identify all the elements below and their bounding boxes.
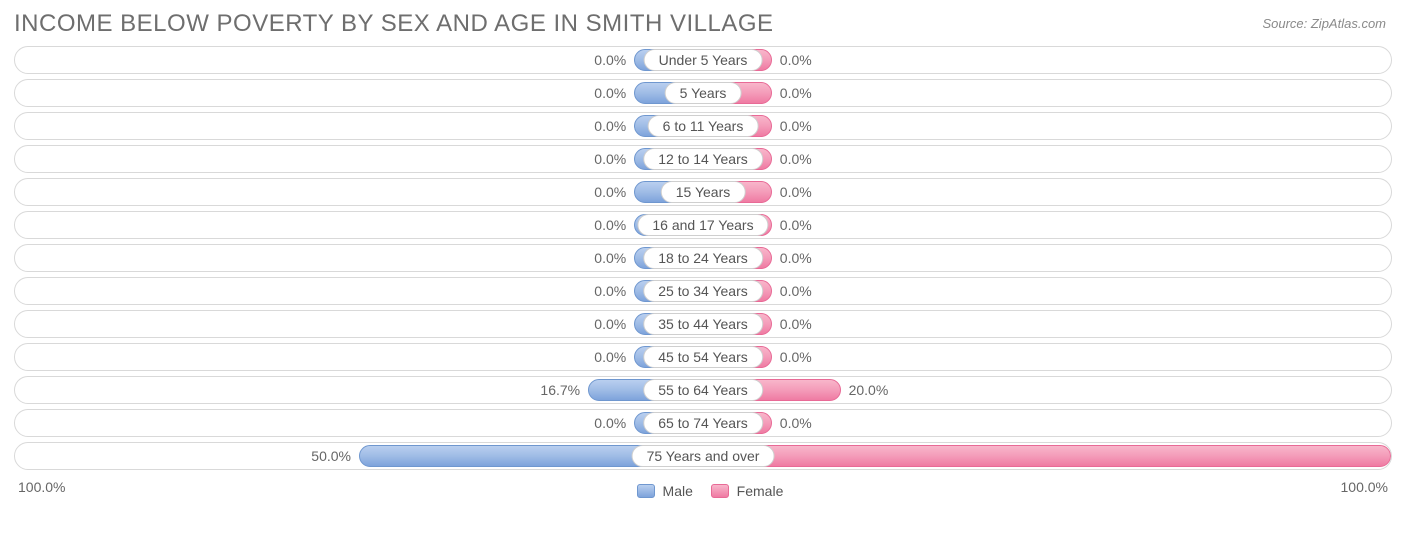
value-label-male: 0.0%: [594, 52, 626, 68]
value-label-female: 0.0%: [780, 283, 812, 299]
category-label: 65 to 74 Years: [643, 412, 763, 434]
chart-container: INCOME BELOW POVERTY BY SEX AND AGE IN S…: [0, 0, 1406, 499]
source-attribution: Source: ZipAtlas.com: [1262, 16, 1386, 31]
value-label-female: 0.0%: [780, 415, 812, 431]
legend-swatch-male: [637, 484, 655, 498]
chart-row: 0.0% 0.0% 45 to 54 Years: [14, 343, 1392, 371]
value-label-female: 0.0%: [780, 217, 812, 233]
value-label-male: 50.0%: [311, 448, 351, 464]
value-label-female: 0.0%: [780, 316, 812, 332]
category-label: 18 to 24 Years: [643, 247, 763, 269]
category-label: 55 to 64 Years: [643, 379, 763, 401]
header: INCOME BELOW POVERTY BY SEX AND AGE IN S…: [0, 0, 1406, 46]
chart-row: 0.0% 0.0% 16 and 17 Years: [14, 211, 1392, 239]
chart-row: 0.0% 0.0% 5 Years: [14, 79, 1392, 107]
category-label: 16 and 17 Years: [637, 214, 768, 236]
category-label: 45 to 54 Years: [643, 346, 763, 368]
x-axis: 100.0% Male Female 100.0%: [0, 475, 1406, 499]
chart-row: 16.7% 20.0% 55 to 64 Years: [14, 376, 1392, 404]
chart-row: 0.0% 0.0% 6 to 11 Years: [14, 112, 1392, 140]
chart-row: 0.0% 0.0% 18 to 24 Years: [14, 244, 1392, 272]
legend-label-female: Female: [737, 483, 784, 499]
chart-row: 0.0% 0.0% 35 to 44 Years: [14, 310, 1392, 338]
category-label: 12 to 14 Years: [643, 148, 763, 170]
chart-title: INCOME BELOW POVERTY BY SEX AND AGE IN S…: [14, 10, 774, 38]
value-label-female: 0.0%: [780, 184, 812, 200]
category-label: 35 to 44 Years: [643, 313, 763, 335]
value-label-male: 0.0%: [594, 85, 626, 101]
legend: Male Female: [623, 479, 784, 499]
value-label-male: 0.0%: [594, 316, 626, 332]
value-label-male: 0.0%: [594, 151, 626, 167]
category-label: Under 5 Years: [644, 49, 763, 71]
axis-left-label: 100.0%: [18, 479, 65, 499]
legend-label-male: Male: [663, 483, 693, 499]
value-label-female: 0.0%: [780, 151, 812, 167]
bar-female: [703, 445, 1391, 467]
value-label-female: 20.0%: [849, 382, 889, 398]
value-label-female: 0.0%: [780, 250, 812, 266]
value-label-male: 0.0%: [594, 217, 626, 233]
value-label-female: 0.0%: [780, 52, 812, 68]
value-label-male: 0.0%: [594, 415, 626, 431]
chart-row: 50.0%100.0%75 Years and over: [14, 442, 1392, 470]
value-label-male: 16.7%: [540, 382, 580, 398]
chart-row: 0.0% 0.0% 12 to 14 Years: [14, 145, 1392, 173]
value-label-female: 0.0%: [780, 118, 812, 134]
value-label-male: 0.0%: [594, 283, 626, 299]
axis-right-label: 100.0%: [1341, 479, 1388, 499]
legend-swatch-female: [711, 484, 729, 498]
value-label-male: 0.0%: [594, 349, 626, 365]
value-label-male: 0.0%: [594, 184, 626, 200]
category-label: 25 to 34 Years: [643, 280, 763, 302]
category-label: 75 Years and over: [632, 445, 775, 467]
value-label-female: 0.0%: [780, 349, 812, 365]
value-label-male: 0.0%: [594, 250, 626, 266]
chart-row: 0.0% 0.0% 65 to 74 Years: [14, 409, 1392, 437]
chart-row: 0.0% 0.0% 25 to 34 Years: [14, 277, 1392, 305]
value-label-female: 0.0%: [780, 85, 812, 101]
value-label-male: 0.0%: [594, 118, 626, 134]
diverging-bar-chart: 0.0%0.0%Under 5 Years0.0%0.0%5 Years0.0%…: [0, 46, 1406, 470]
chart-row: 0.0% 0.0% 15 Years: [14, 178, 1392, 206]
category-label: 5 Years: [665, 82, 742, 104]
category-label: 6 to 11 Years: [648, 115, 759, 137]
chart-row: 0.0% 0.0% Under 5 Years: [14, 46, 1392, 74]
category-label: 15 Years: [661, 181, 746, 203]
